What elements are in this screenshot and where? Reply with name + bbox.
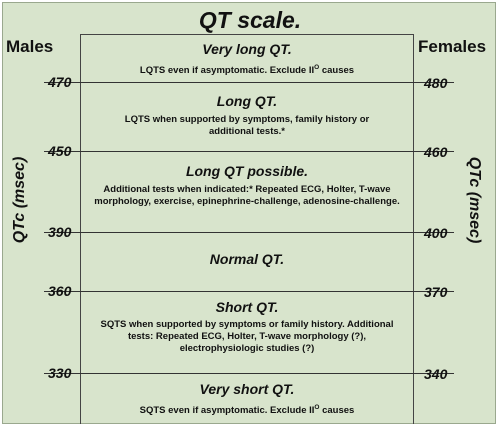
female-tick: 370 [424, 284, 448, 300]
male-tick: 470 [48, 74, 72, 90]
zone-long-qt: Long QT. LQTS when supported by symptoms… [80, 92, 414, 138]
scale-box [80, 34, 414, 424]
zone-title: Long QT. [216, 93, 278, 109]
zone-description: SQTS even if asymptomatic. Exclude IIO c… [139, 404, 355, 417]
zone-short-qt: Short QT. SQTS when supported by symptom… [80, 298, 414, 355]
divider-3 [44, 232, 454, 233]
males-header: Males [6, 37, 54, 56]
zone-very-long-qt: Very long QT. LQTS even if asymptomatic.… [80, 40, 414, 77]
male-tick: 330 [48, 365, 72, 381]
divider-2 [44, 151, 454, 152]
female-tick: 400 [424, 225, 448, 241]
male-tick: 390 [48, 224, 72, 240]
female-tick: 340 [424, 366, 448, 382]
left-axis-label: QTc (msec) [11, 156, 28, 244]
zone-long-qt-possible: Long QT possible. Additional tests when … [80, 162, 414, 208]
divider-1-right [80, 82, 454, 83]
zone-title: Normal QT. [209, 251, 285, 267]
zone-very-short-qt: Very short QT. SQTS even if asymptomatic… [80, 380, 414, 417]
zone-normal-qt: Normal QT. [80, 250, 414, 268]
divider-4 [44, 291, 454, 292]
female-tick: 460 [424, 144, 448, 160]
zone-description: SQTS when supported by symptoms or famil… [100, 319, 394, 354]
zone-title: Short QT. [215, 299, 279, 315]
divider-5 [44, 373, 454, 374]
zone-description: Additional tests when indicated:* Repeat… [94, 184, 400, 207]
zone-description: LQTS even if asymptomatic. Exclude IIO c… [139, 64, 355, 77]
zone-title: Long QT possible. [185, 163, 309, 179]
female-tick: 480 [424, 75, 448, 91]
male-tick: 450 [48, 143, 72, 159]
male-tick: 360 [48, 283, 72, 299]
zone-title: Very short QT. [199, 381, 295, 397]
right-axis-label: QTc (msec) [466, 156, 483, 244]
zone-description: LQTS when supported by symptoms, family … [124, 114, 370, 137]
diagram-title: QT scale. [198, 7, 302, 33]
zone-title: Very long QT. [202, 41, 292, 57]
females-header: Females [418, 37, 487, 56]
